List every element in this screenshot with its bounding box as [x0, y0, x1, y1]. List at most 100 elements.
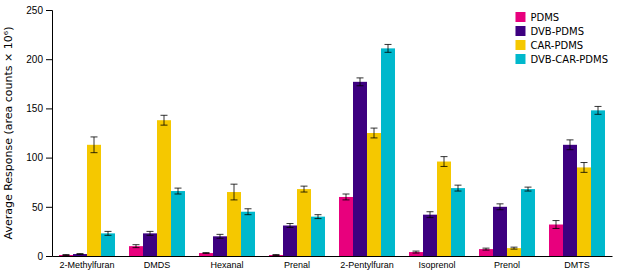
x-tick: DMDS	[144, 256, 171, 270]
bar	[577, 167, 591, 256]
chart: 0 50 100 150 200 250 2-Methylfuran DMDS Hexanal P…	[0, 0, 620, 280]
y-axis: 0 50 100 150 200 250	[26, 5, 52, 262]
bar	[381, 48, 395, 256]
error-bar	[273, 254, 280, 256]
error-bar	[525, 187, 532, 191]
y-tick: 200	[26, 54, 52, 65]
y-tick-mark	[46, 207, 52, 208]
x-tick: DMTS	[564, 256, 590, 270]
error-bar	[315, 215, 322, 219]
legend-label: PDMS	[530, 12, 559, 23]
legend-label: DVB-PDMS	[530, 26, 584, 37]
legend-item: PDMS	[515, 12, 559, 23]
error-bar	[161, 115, 168, 125]
y-tick: 50	[32, 202, 52, 213]
error-bar	[175, 188, 182, 194]
bar	[171, 191, 185, 256]
bar	[241, 212, 255, 256]
legend-swatch	[515, 26, 525, 36]
bar	[87, 145, 101, 256]
error-bar	[343, 194, 350, 200]
error-bar	[147, 231, 154, 235]
error-bar	[91, 137, 98, 153]
bar	[493, 207, 507, 256]
y-tick: 150	[26, 103, 52, 114]
error-bar	[77, 253, 84, 255]
bar-series	[87, 115, 591, 256]
error-bar	[567, 140, 574, 150]
error-bar	[427, 212, 434, 218]
bar	[339, 197, 353, 256]
error-bar	[413, 251, 420, 253]
y-tick-label: 100	[26, 152, 43, 163]
bar	[269, 255, 283, 256]
y-tick-label: 250	[26, 5, 43, 16]
x-tick: Hexanal	[210, 256, 243, 270]
bar	[213, 236, 227, 256]
x-tick-label: Hexanal	[210, 260, 243, 270]
error-bar	[595, 106, 602, 114]
error-bar	[231, 184, 238, 200]
y-tick: 250	[26, 5, 52, 16]
bar	[157, 120, 171, 256]
error-bar	[133, 245, 140, 248]
bar	[423, 215, 437, 256]
axis-line	[53, 256, 613, 257]
y-tick: 0	[37, 251, 52, 262]
y-tick-label: 150	[26, 103, 43, 114]
bar	[479, 249, 493, 256]
bar	[101, 233, 115, 256]
x-tick-label: 2-Methylfuran	[59, 260, 114, 270]
x-tick-label: DMTS	[564, 260, 590, 270]
bar	[591, 110, 605, 256]
bar	[227, 192, 241, 256]
y-tick-mark	[46, 256, 52, 257]
x-tick-label: Prenal	[284, 260, 310, 270]
plot: 0 50 100 150 200 250 2-Methylfuran DMDS Hexanal P…	[2, 5, 613, 271]
x-tick: 2-Pentylfuran	[340, 256, 394, 270]
bar	[199, 253, 213, 256]
bar	[283, 225, 297, 256]
bar	[507, 248, 521, 256]
error-bar	[357, 78, 364, 86]
x-tick-label: Prenol	[494, 260, 520, 270]
x-tick: Isoprenol	[418, 256, 455, 270]
bar	[311, 217, 325, 256]
legend-item: CAR-PDMS	[515, 40, 583, 51]
error-bar	[245, 209, 252, 215]
error-bar	[217, 234, 224, 238]
y-axis-title: Average Response (area counts × 10⁶)	[2, 27, 15, 240]
bar	[59, 255, 73, 256]
error-bar	[553, 221, 560, 229]
bar	[353, 82, 367, 256]
error-bar	[497, 204, 504, 210]
axis-line	[46, 11, 53, 257]
bar	[563, 145, 577, 256]
bar	[297, 189, 311, 256]
error-bar	[441, 157, 448, 167]
bar	[367, 133, 381, 256]
bar-series	[73, 78, 577, 256]
legend-label: CAR-PDMS	[530, 40, 583, 51]
error-bar	[105, 231, 112, 235]
legend-swatch	[515, 54, 525, 64]
x-tick: Prenol	[494, 256, 520, 270]
error-bar	[203, 252, 210, 254]
y-tick: 100	[26, 152, 52, 163]
legend-label: DVB-CAR-PDMS	[530, 54, 608, 65]
x-axis: 2-Methylfuran DMDS Hexanal Prenal 2-Pentylfu…	[53, 256, 613, 270]
y-tick-mark	[46, 10, 52, 11]
bar	[73, 254, 87, 256]
y-tick-mark	[46, 108, 52, 109]
y-tick-label: 200	[26, 54, 43, 65]
x-tick-label: 2-Pentylfuran	[340, 260, 394, 270]
legend-swatch	[515, 40, 525, 50]
x-tick-label: DMDS	[144, 260, 171, 270]
error-bar	[455, 185, 462, 191]
x-tick: Prenal	[284, 256, 310, 270]
legend-swatch	[515, 12, 525, 22]
legend-item: DVB-CAR-PDMS	[515, 54, 608, 65]
error-bar	[301, 186, 308, 192]
error-bar	[385, 44, 392, 52]
error-bar	[483, 248, 490, 250]
